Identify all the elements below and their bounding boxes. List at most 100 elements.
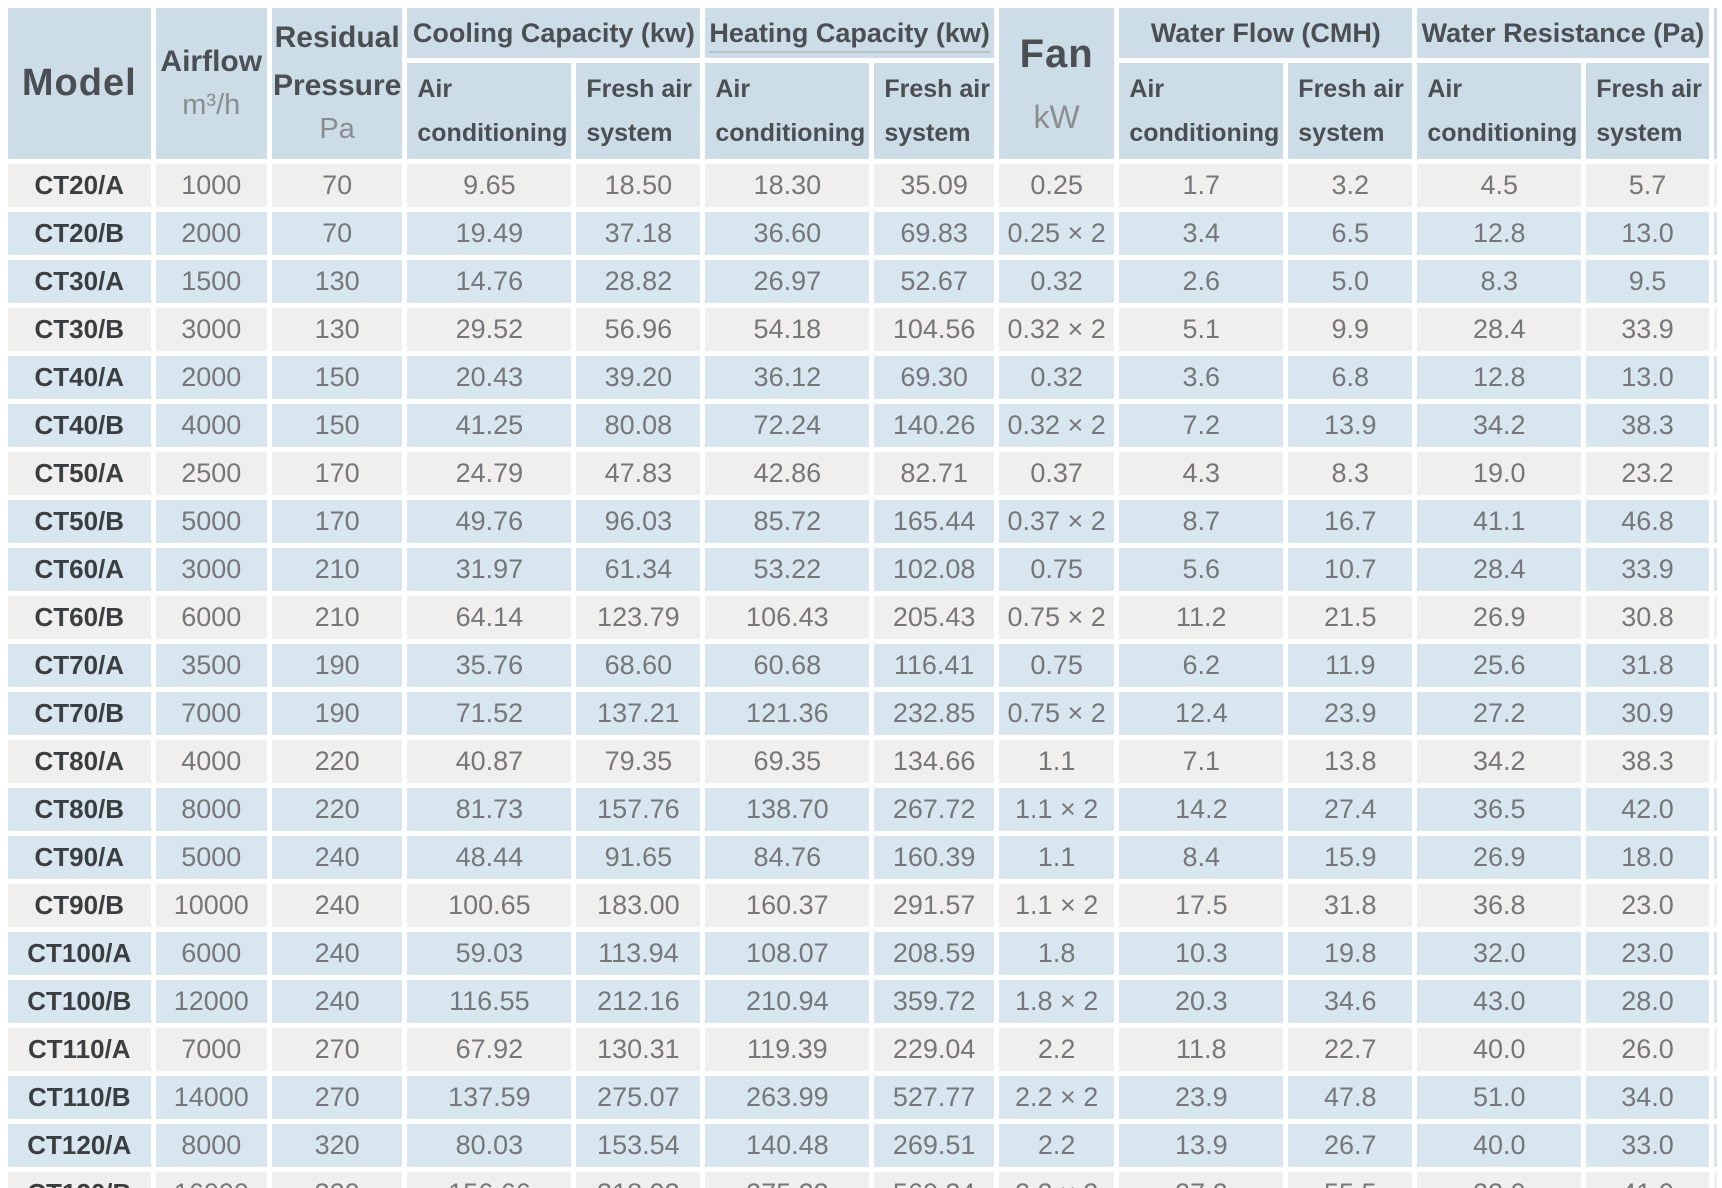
header-airflow-unit: m³/h	[182, 89, 241, 121]
table-cell: 240	[271, 980, 403, 1023]
table-cell: 20.3	[1119, 980, 1284, 1023]
cutoff-column-sliver	[1713, 212, 1717, 255]
table-cell: 205.43	[874, 596, 994, 639]
table-cell: 8.3	[1288, 452, 1413, 495]
table-cell: 210	[271, 548, 403, 591]
subheader-cooling-air-conditioning: Air conditioning	[407, 63, 572, 159]
header-airflow-label: Airflow	[160, 45, 263, 78]
table-cell: 0.75	[998, 548, 1115, 591]
table-row: CT90/B 10000 240 100.65 183.00 160.37 291.57 1.…	[8, 884, 1717, 927]
table-row: CT50/A 2500 170 24.79 47.83 42.86 82.71 0.37 4.3…	[8, 452, 1717, 495]
table-cell: 130	[271, 308, 403, 351]
subheader-waterresistance-air-conditioning: Air conditioning	[1417, 63, 1582, 159]
table-cell: 123.79	[576, 596, 701, 639]
table-cell: 27.4	[1288, 788, 1413, 831]
table-cell: 91.65	[576, 836, 701, 879]
cutoff-column-sliver	[1713, 8, 1717, 159]
table-cell: 84.76	[705, 836, 870, 879]
table-row: CT40/B 4000 150 41.25 80.08 72.24 140.26 0.32 ×…	[8, 404, 1717, 447]
cutoff-column-sliver	[1713, 788, 1717, 831]
table-cell: 108.07	[705, 932, 870, 975]
table-cell: 212.16	[576, 980, 701, 1023]
table-cell: 10000	[155, 884, 267, 927]
header-water-resistance: Water Resistance (Pa)	[1417, 8, 1709, 58]
table-cell: 2.2	[998, 1028, 1115, 1071]
header-model-label: Model	[21, 62, 137, 104]
table-cell: 134.66	[874, 740, 994, 783]
table-cell: 106.43	[705, 596, 870, 639]
table-cell: 1000	[155, 164, 267, 207]
model-cell: CT50/A	[8, 452, 151, 495]
table-cell: 121.36	[705, 692, 870, 735]
cutoff-column-sliver	[1713, 692, 1717, 735]
subheader-heating-air-conditioning: Air conditioning	[705, 63, 870, 159]
subheader-line: conditioning	[715, 119, 866, 147]
table-cell: 23.0	[1586, 932, 1709, 975]
header-residual-line1: Residual	[274, 21, 400, 54]
table-cell: 10.3	[1119, 932, 1284, 975]
table-cell: 13.0	[1586, 212, 1709, 255]
model-cell: CT30/A	[8, 260, 151, 303]
table-cell: 19.0	[1417, 452, 1582, 495]
table-cell: 41.25	[407, 404, 572, 447]
subheader-line: system	[884, 119, 971, 147]
table-cell: 130	[271, 260, 403, 303]
table-cell: 36.60	[705, 212, 870, 255]
table-cell: 39.20	[576, 356, 701, 399]
subheader-line: Air	[1129, 75, 1165, 103]
cutoff-column-sliver	[1713, 164, 1717, 207]
table-cell: 80.03	[407, 1124, 572, 1167]
table-cell: 2.2	[998, 1124, 1115, 1167]
table-cell: 36.12	[705, 356, 870, 399]
table-cell: 20.43	[407, 356, 572, 399]
table-cell: 42.0	[1586, 788, 1709, 831]
table-row: CT50/B 5000 170 49.76 96.03 85.72 165.44 0.37 ×…	[8, 500, 1717, 543]
table-cell: 13.8	[1288, 740, 1413, 783]
cutoff-column-sliver	[1713, 836, 1717, 879]
table-cell: 6.2	[1119, 644, 1284, 687]
table-cell: 6000	[155, 932, 267, 975]
table-cell: 12.8	[1417, 356, 1582, 399]
table-cell: 42.86	[705, 452, 870, 495]
subheader-line: system	[1298, 119, 1385, 147]
header-heating-label: Heating Capacity (kw)	[709, 17, 990, 53]
table-cell: 8000	[155, 788, 267, 831]
header-fan-unit: kW	[1033, 98, 1080, 135]
cutoff-column-sliver	[1713, 404, 1717, 447]
subheader-line: conditioning	[1129, 119, 1280, 147]
table-row: CT120/B16000320156.66318.93275.23560.342…	[8, 1172, 1717, 1188]
table-cell: 46.8	[1586, 500, 1709, 543]
table-cell: 35.09	[874, 164, 994, 207]
table-cell: 220	[271, 740, 403, 783]
cutoff-column-sliver	[1713, 308, 1717, 351]
table-cell: 33.9	[1586, 308, 1709, 351]
table-cell: 4000	[155, 404, 267, 447]
table-cell: 560.34	[874, 1172, 994, 1188]
model-cell: CT30/B	[8, 308, 151, 351]
cutoff-column-sliver	[1713, 356, 1717, 399]
table-cell: 36.5	[1417, 788, 1582, 831]
table-row: CT120/A 8000 320 80.03 153.54 140.48 269.51 2.2…	[8, 1124, 1717, 1167]
table-cell: 12.8	[1417, 212, 1582, 255]
table-cell: 19.8	[1288, 932, 1413, 975]
table-cell: 220	[271, 788, 403, 831]
table-cell: 1.1 × 2	[998, 884, 1115, 927]
table-cell: 72.24	[705, 404, 870, 447]
model-cell: CT90/A	[8, 836, 151, 879]
subheader-line: system	[1596, 119, 1683, 147]
table-cell: 35.76	[407, 644, 572, 687]
table-cell: 1.7	[1119, 164, 1284, 207]
table-cell: 116.55	[407, 980, 572, 1023]
table-cell: 359.72	[874, 980, 994, 1023]
table-cell: 14.2	[1119, 788, 1284, 831]
cutoff-column-sliver	[1713, 1076, 1717, 1119]
table-cell: 48.44	[407, 836, 572, 879]
table-cell: 210.94	[705, 980, 870, 1023]
table-cell: 527.77	[874, 1076, 994, 1119]
table-cell: 79.35	[576, 740, 701, 783]
header-airflow: Airflow m³/h	[155, 8, 267, 159]
table-cell: 30.8	[1586, 596, 1709, 639]
table-cell: 2.2 × 2	[998, 1172, 1115, 1188]
table-row: CT30/B 3000 130 29.52 56.96 54.18 104.56 0.32 ×…	[8, 308, 1717, 351]
table-cell: 11.2	[1119, 596, 1284, 639]
